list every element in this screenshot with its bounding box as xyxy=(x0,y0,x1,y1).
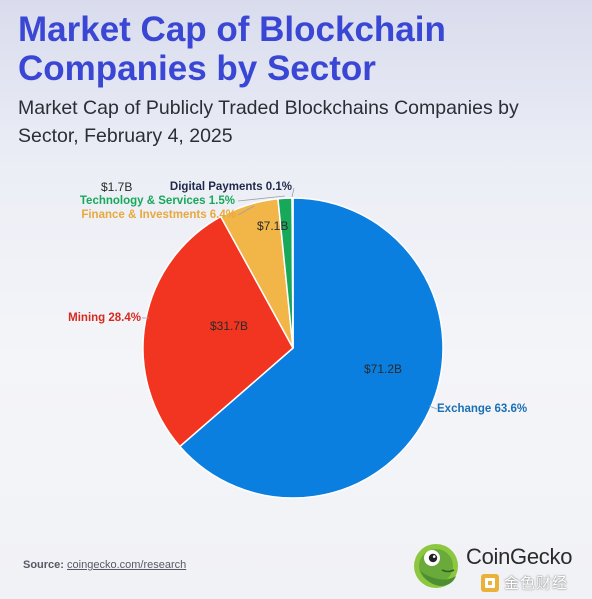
source-label: Source: xyxy=(23,559,64,571)
category-label-digital-payments: Digital Payments 0.1% xyxy=(170,181,292,193)
chart-title: Market Cap of Blockchain Companies by Se… xyxy=(18,10,446,88)
category-labels: Exchange 63.6% Mining 28.4% Finance & Inve… xyxy=(68,181,527,415)
category-label-technology-and-services: Technology & Services 1.5% xyxy=(80,195,235,207)
value-label-mining: $31.7B xyxy=(210,319,248,333)
leader-line-exchange xyxy=(428,405,438,410)
golden-square-icon xyxy=(481,574,499,592)
pie-slice-exchange xyxy=(179,197,444,499)
value-label-finance-and-investments: $7.1B xyxy=(257,219,288,233)
value-label-technology-and-services: $1.7B xyxy=(101,180,132,194)
leader-line-finance-and-investments xyxy=(237,205,255,216)
pie-chart: $71.2B $31.7B $7.1B $1.7B Exchange 63.6% Min… xyxy=(68,180,527,499)
brand-name: CoinGecko xyxy=(466,544,573,569)
category-label-mining: Mining 28.4% xyxy=(68,312,141,324)
category-label-exchange: Exchange 63.6% xyxy=(437,403,527,415)
leader-lines xyxy=(142,187,438,410)
value-label-exchange: $71.2B xyxy=(364,362,402,376)
gecko-logo-icon xyxy=(414,544,458,588)
source-link[interactable]: coingecko.com/research xyxy=(67,559,187,571)
leader-line-digital-payments xyxy=(291,187,295,198)
category-label-finance-and-investments: Finance & Investments 6.4% xyxy=(81,209,236,221)
value-labels: $71.2B $31.7B $7.1B $1.7B xyxy=(101,180,402,376)
pie-slice-digital-payments xyxy=(291,197,294,349)
pie-slice-mining xyxy=(142,215,294,448)
chart-subtitle: Market Cap of Publicly Traded Blockchain… xyxy=(18,97,519,147)
pie-slices xyxy=(142,197,444,499)
source-note: Source: coingecko.com/research xyxy=(23,559,186,571)
leader-line-technology-and-services xyxy=(237,195,286,202)
watermark-text: 金色财经 xyxy=(504,574,569,592)
brand-logo: CoinGecko 金色财经 xyxy=(412,540,588,596)
